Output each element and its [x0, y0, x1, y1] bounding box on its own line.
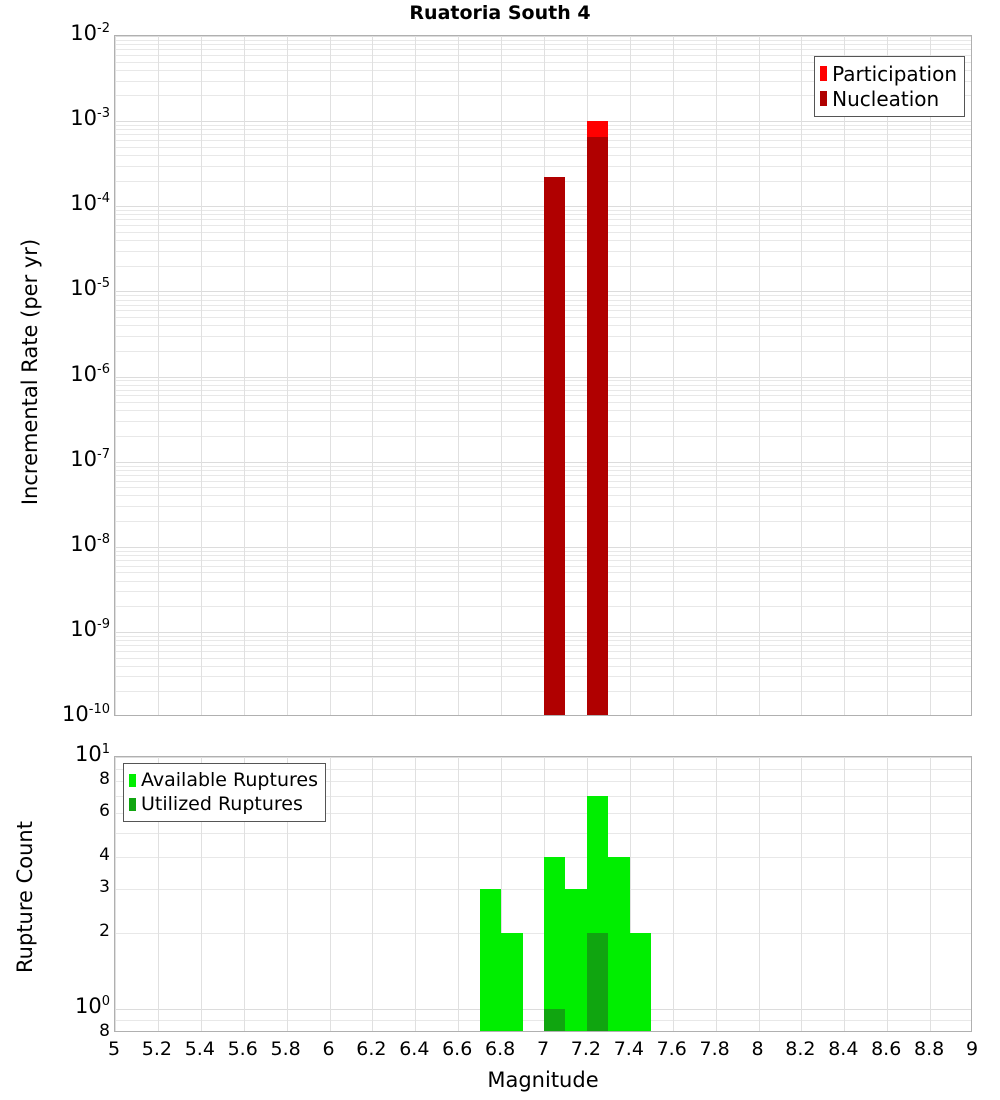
available-ruptures-bar	[501, 933, 522, 1032]
legend-label-participation: Participation	[832, 64, 957, 84]
legend-item-participation: Participation	[820, 61, 957, 86]
y-tick-label: 101	[4, 744, 110, 765]
legend-item-utilized-ruptures: Utilized Ruptures	[129, 792, 318, 816]
bottom-y-axis-title: Rupture Count	[13, 782, 37, 1012]
legend-rupture-count: Available Ruptures Utilized Ruptures	[123, 763, 326, 822]
available-ruptures-bar	[565, 889, 586, 1032]
x-tick-label: 9	[942, 1038, 1000, 1060]
utilized-ruptures-bar	[587, 933, 608, 1032]
nucleation-swatch-icon	[820, 91, 827, 106]
participation-swatch-icon	[820, 66, 827, 81]
available-ruptures-bar	[544, 857, 565, 1032]
incremental-rate-plot: Participation Nucleation	[114, 35, 972, 716]
x-axis-title: Magnitude	[114, 1068, 972, 1092]
utilized-ruptures-bar	[544, 1009, 565, 1032]
utilized-ruptures-swatch-icon	[129, 798, 136, 811]
top-y-axis-title: Incremental Rate (per yr)	[18, 162, 42, 582]
available-ruptures-bar	[608, 857, 629, 1032]
page-title: Ruatoria South 4	[0, 2, 1000, 24]
available-ruptures-bar	[630, 933, 651, 1032]
available-ruptures-swatch-icon	[129, 774, 136, 787]
top-bars	[115, 36, 971, 715]
legend-label-utilized-ruptures: Utilized Ruptures	[141, 795, 303, 814]
nucleation-bar	[587, 137, 608, 716]
available-ruptures-bar	[480, 889, 501, 1032]
legend-item-available-ruptures: Available Ruptures	[129, 768, 318, 792]
legend-label-available-ruptures: Available Ruptures	[141, 771, 318, 790]
rupture-count-plot: Available Ruptures Utilized Ruptures	[114, 756, 972, 1032]
legend-item-nucleation: Nucleation	[820, 86, 957, 111]
legend-label-nucleation: Nucleation	[832, 89, 939, 109]
nucleation-bar	[544, 177, 565, 716]
legend-incremental-rate: Participation Nucleation	[814, 56, 965, 117]
figure-canvas: Ruatoria South 4 Participation Nucleatio…	[0, 0, 1000, 1100]
